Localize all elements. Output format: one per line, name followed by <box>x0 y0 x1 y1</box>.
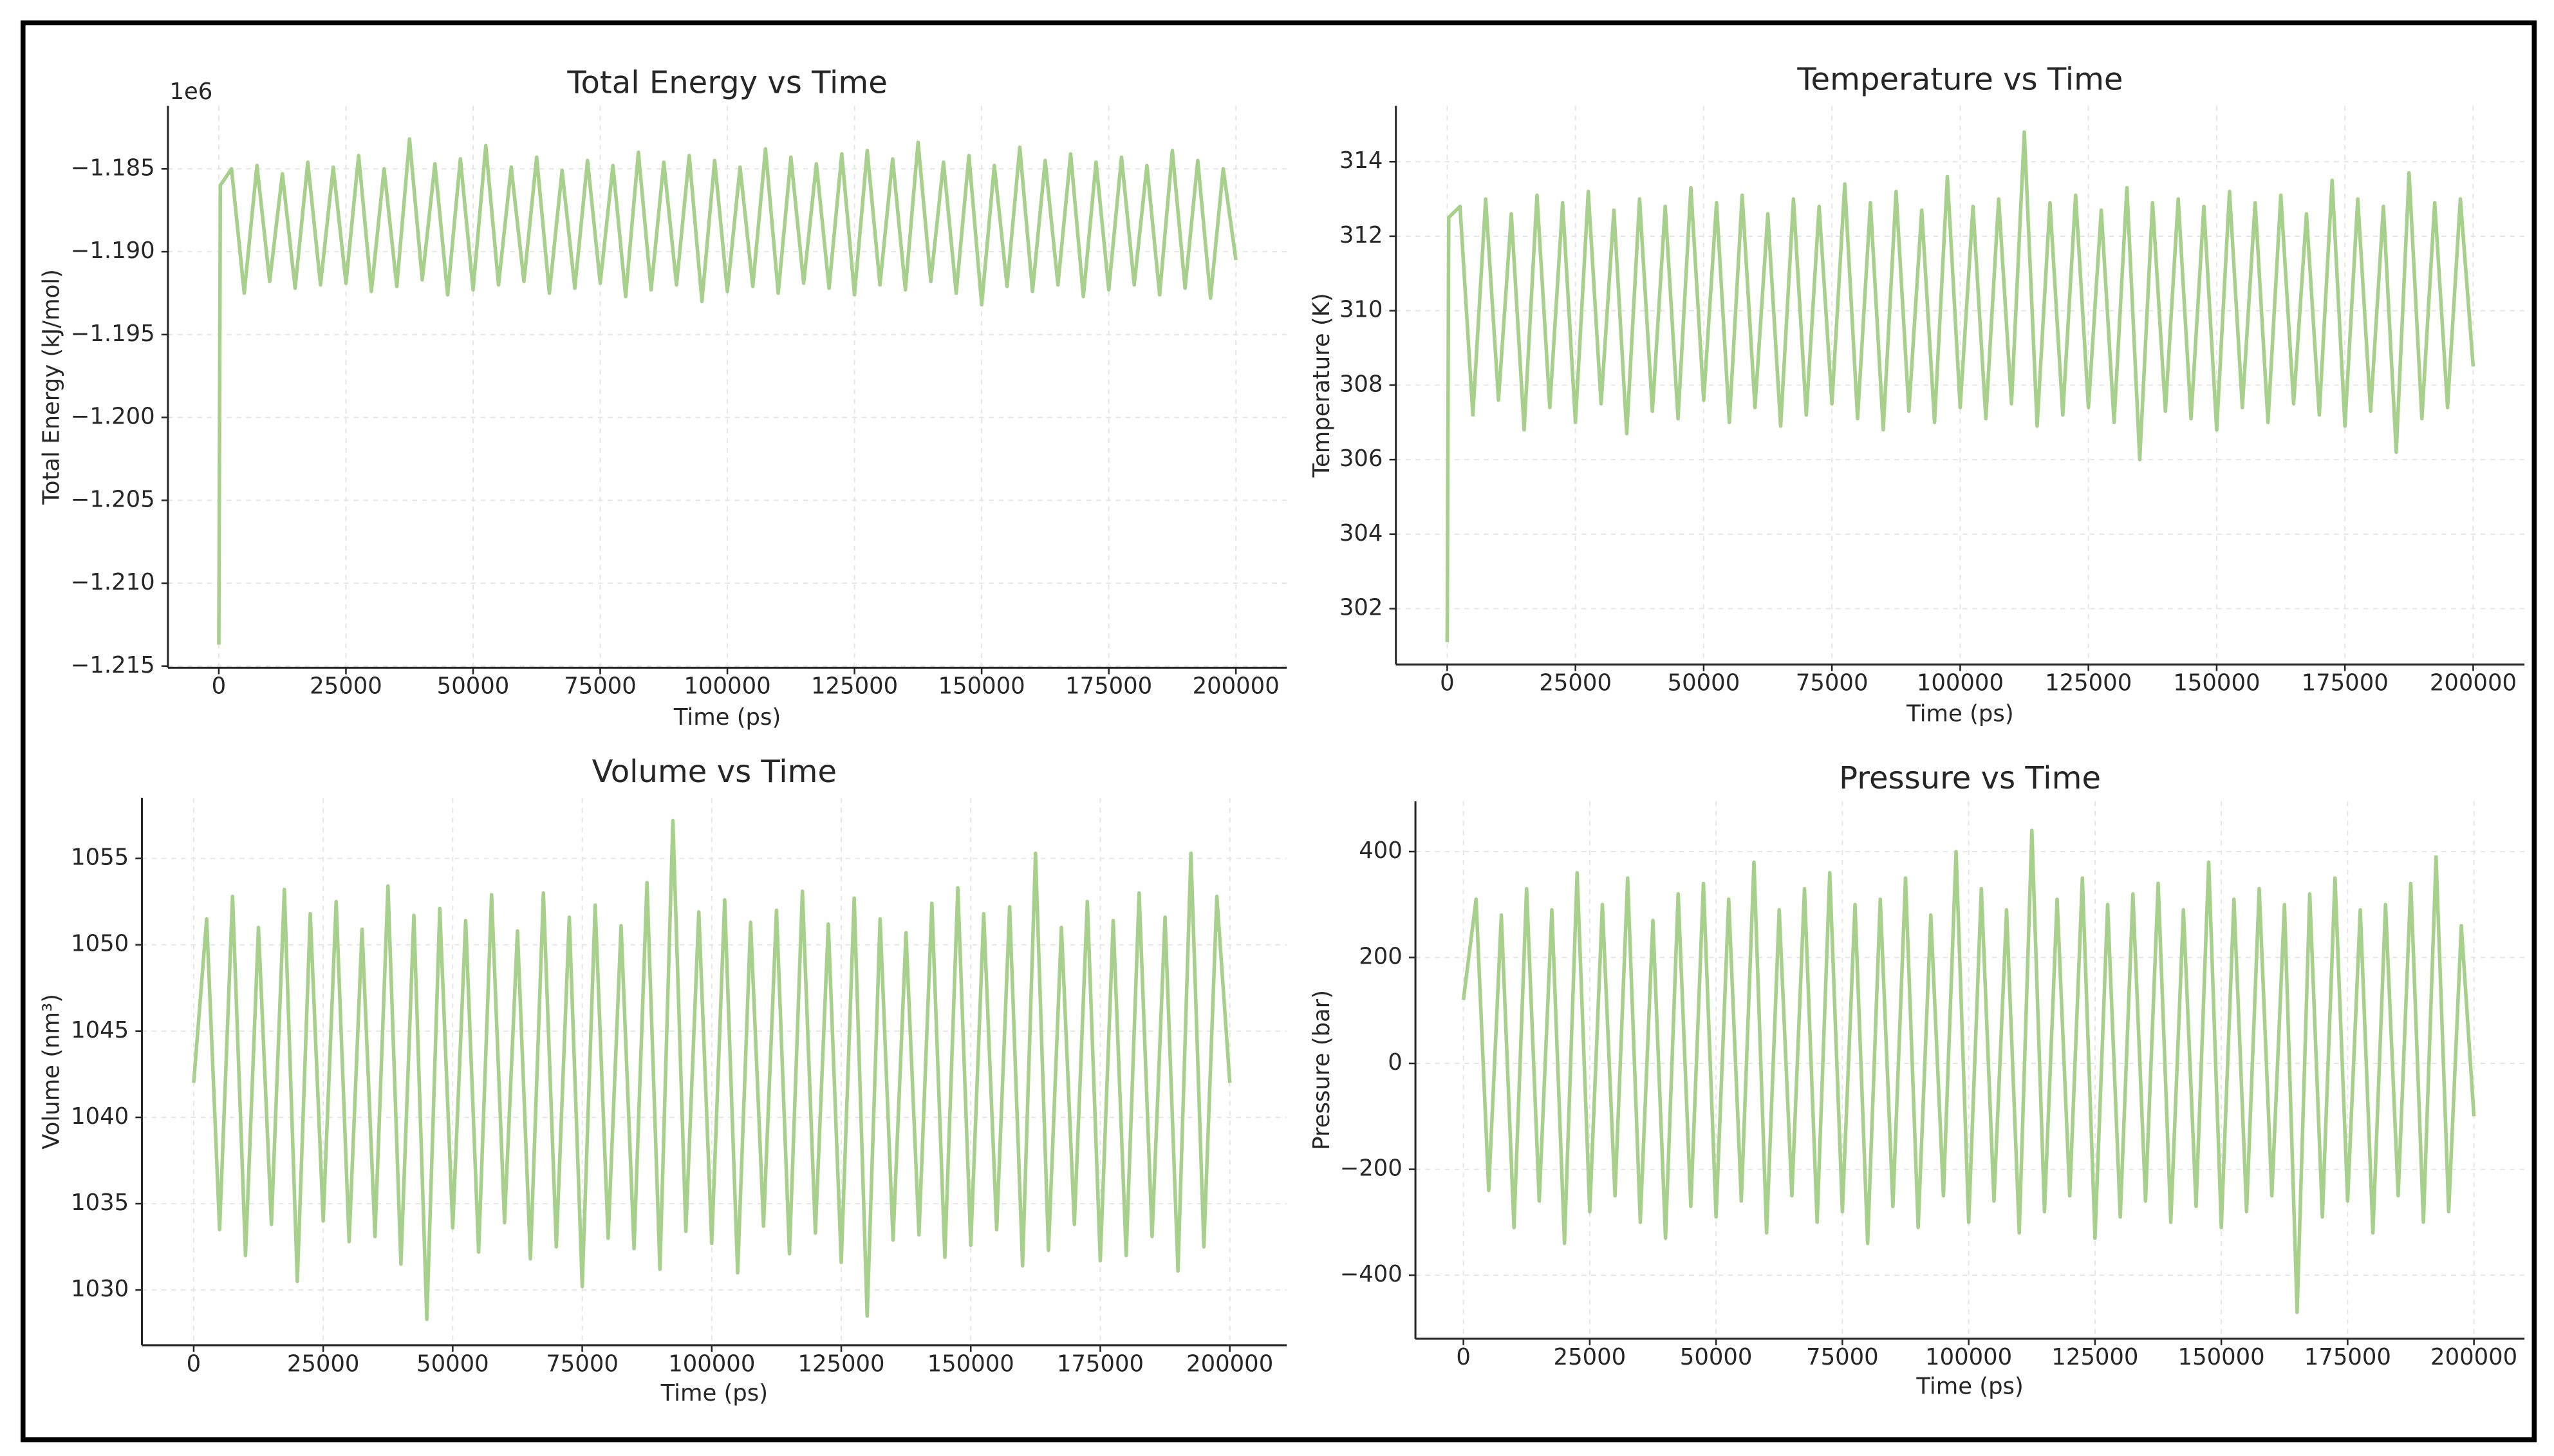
y-tick-label: −200 <box>1340 1155 1403 1182</box>
y-tick-label: 312 <box>1339 222 1383 248</box>
x-tick-label: 75000 <box>564 673 637 700</box>
y-tick-label: 310 <box>1339 297 1383 323</box>
y-tick-label: 200 <box>1359 944 1403 970</box>
data-line <box>1445 130 2475 642</box>
x-axis-label: Time (ps) <box>660 1380 768 1406</box>
x-tick-label: 150000 <box>2173 670 2260 696</box>
y-tick-label: 1035 <box>71 1190 129 1216</box>
x-tick-label: 0 <box>212 673 227 700</box>
y-tick-label: 1055 <box>71 845 129 871</box>
chart-title: Pressure vs Time <box>1839 760 2101 796</box>
y-tick-label: −1.185 <box>71 154 155 181</box>
y-tick-label: −1.195 <box>71 321 155 347</box>
x-tick-label: 75000 <box>1796 670 1869 696</box>
y-tick-label: −1.190 <box>71 238 155 264</box>
y-tick-label: 314 <box>1339 147 1383 174</box>
chart-title: Volume vs Time <box>592 754 837 790</box>
x-tick-label: 175000 <box>1065 673 1152 700</box>
x-tick-label: 100000 <box>684 673 770 700</box>
y-tick-label: 0 <box>1388 1049 1403 1076</box>
x-tick-label: 75000 <box>1806 1344 1879 1370</box>
x-tick-label: 175000 <box>1057 1350 1144 1377</box>
y-tick-label: 1030 <box>71 1276 129 1302</box>
x-tick-label: 175000 <box>2302 670 2389 696</box>
x-tick-label: 50000 <box>1680 1344 1753 1370</box>
x-tick-label: 50000 <box>416 1350 489 1377</box>
y-axis-label: Temperature (K) <box>1309 293 1335 478</box>
chart-title: Temperature vs Time <box>1796 62 2123 98</box>
x-tick-label: 50000 <box>437 673 510 700</box>
y-axis-label: Total Energy (kJ/mol) <box>38 269 64 505</box>
y-tick-label: 304 <box>1339 520 1383 546</box>
x-tick-label: 25000 <box>1539 670 1612 696</box>
x-tick-label: 200000 <box>1186 1350 1273 1377</box>
y-tick-label: 1040 <box>71 1103 129 1130</box>
data-line <box>217 137 1238 645</box>
y-tick-label: −1.215 <box>71 652 155 678</box>
y-tick-label: 1050 <box>71 931 129 957</box>
data-line <box>1461 828 2476 1314</box>
x-tick-label: 150000 <box>927 1350 1014 1377</box>
x-tick-label: 25000 <box>1554 1344 1627 1370</box>
x-tick-label: 200000 <box>2430 1344 2517 1370</box>
data-line <box>192 818 1232 1321</box>
x-tick-label: 0 <box>1456 1344 1471 1370</box>
x-tick-label: 0 <box>1440 670 1455 696</box>
x-tick-label: 175000 <box>2304 1344 2391 1370</box>
y-tick-label: 306 <box>1339 445 1383 472</box>
y-tick-label: −1.205 <box>71 486 155 512</box>
x-tick-label: 200000 <box>2430 670 2517 696</box>
y-tick-label: 400 <box>1359 837 1403 864</box>
x-tick-label: 100000 <box>668 1350 755 1377</box>
x-tick-label: 25000 <box>310 673 382 700</box>
x-tick-label: 75000 <box>546 1350 619 1377</box>
y-tick-label: 1045 <box>71 1017 129 1043</box>
x-tick-label: 125000 <box>2045 670 2132 696</box>
y-axis-label: Volume (nm³) <box>38 994 64 1150</box>
y-tick-label: −400 <box>1340 1261 1403 1287</box>
x-tick-label: 200000 <box>1193 673 1280 700</box>
y-tick-label: −1.200 <box>71 404 155 430</box>
frame <box>20 20 2537 1442</box>
x-tick-label: 100000 <box>1917 670 2004 696</box>
x-axis-label: Time (ps) <box>1906 701 2013 727</box>
x-tick-label: 25000 <box>287 1350 360 1377</box>
x-tick-label: 150000 <box>938 673 1025 700</box>
x-tick-label: 100000 <box>1925 1344 2012 1370</box>
x-axis-label: Time (ps) <box>1916 1374 2023 1400</box>
x-tick-label: 125000 <box>797 1350 884 1377</box>
y-tick-label: −1.210 <box>71 569 155 595</box>
offset-text: 1e6 <box>169 79 212 105</box>
x-tick-label: 125000 <box>811 673 898 700</box>
x-tick-label: 125000 <box>2051 1344 2138 1370</box>
x-axis-label: Time (ps) <box>673 704 781 731</box>
y-axis-label: Pressure (bar) <box>1309 990 1335 1150</box>
x-tick-label: 50000 <box>1668 670 1740 696</box>
x-tick-label: 0 <box>187 1350 201 1377</box>
chart-title: Total Energy vs Time <box>566 65 887 101</box>
y-tick-label: 308 <box>1339 371 1383 397</box>
y-tick-label: 302 <box>1339 595 1383 621</box>
x-tick-label: 150000 <box>2178 1344 2265 1370</box>
